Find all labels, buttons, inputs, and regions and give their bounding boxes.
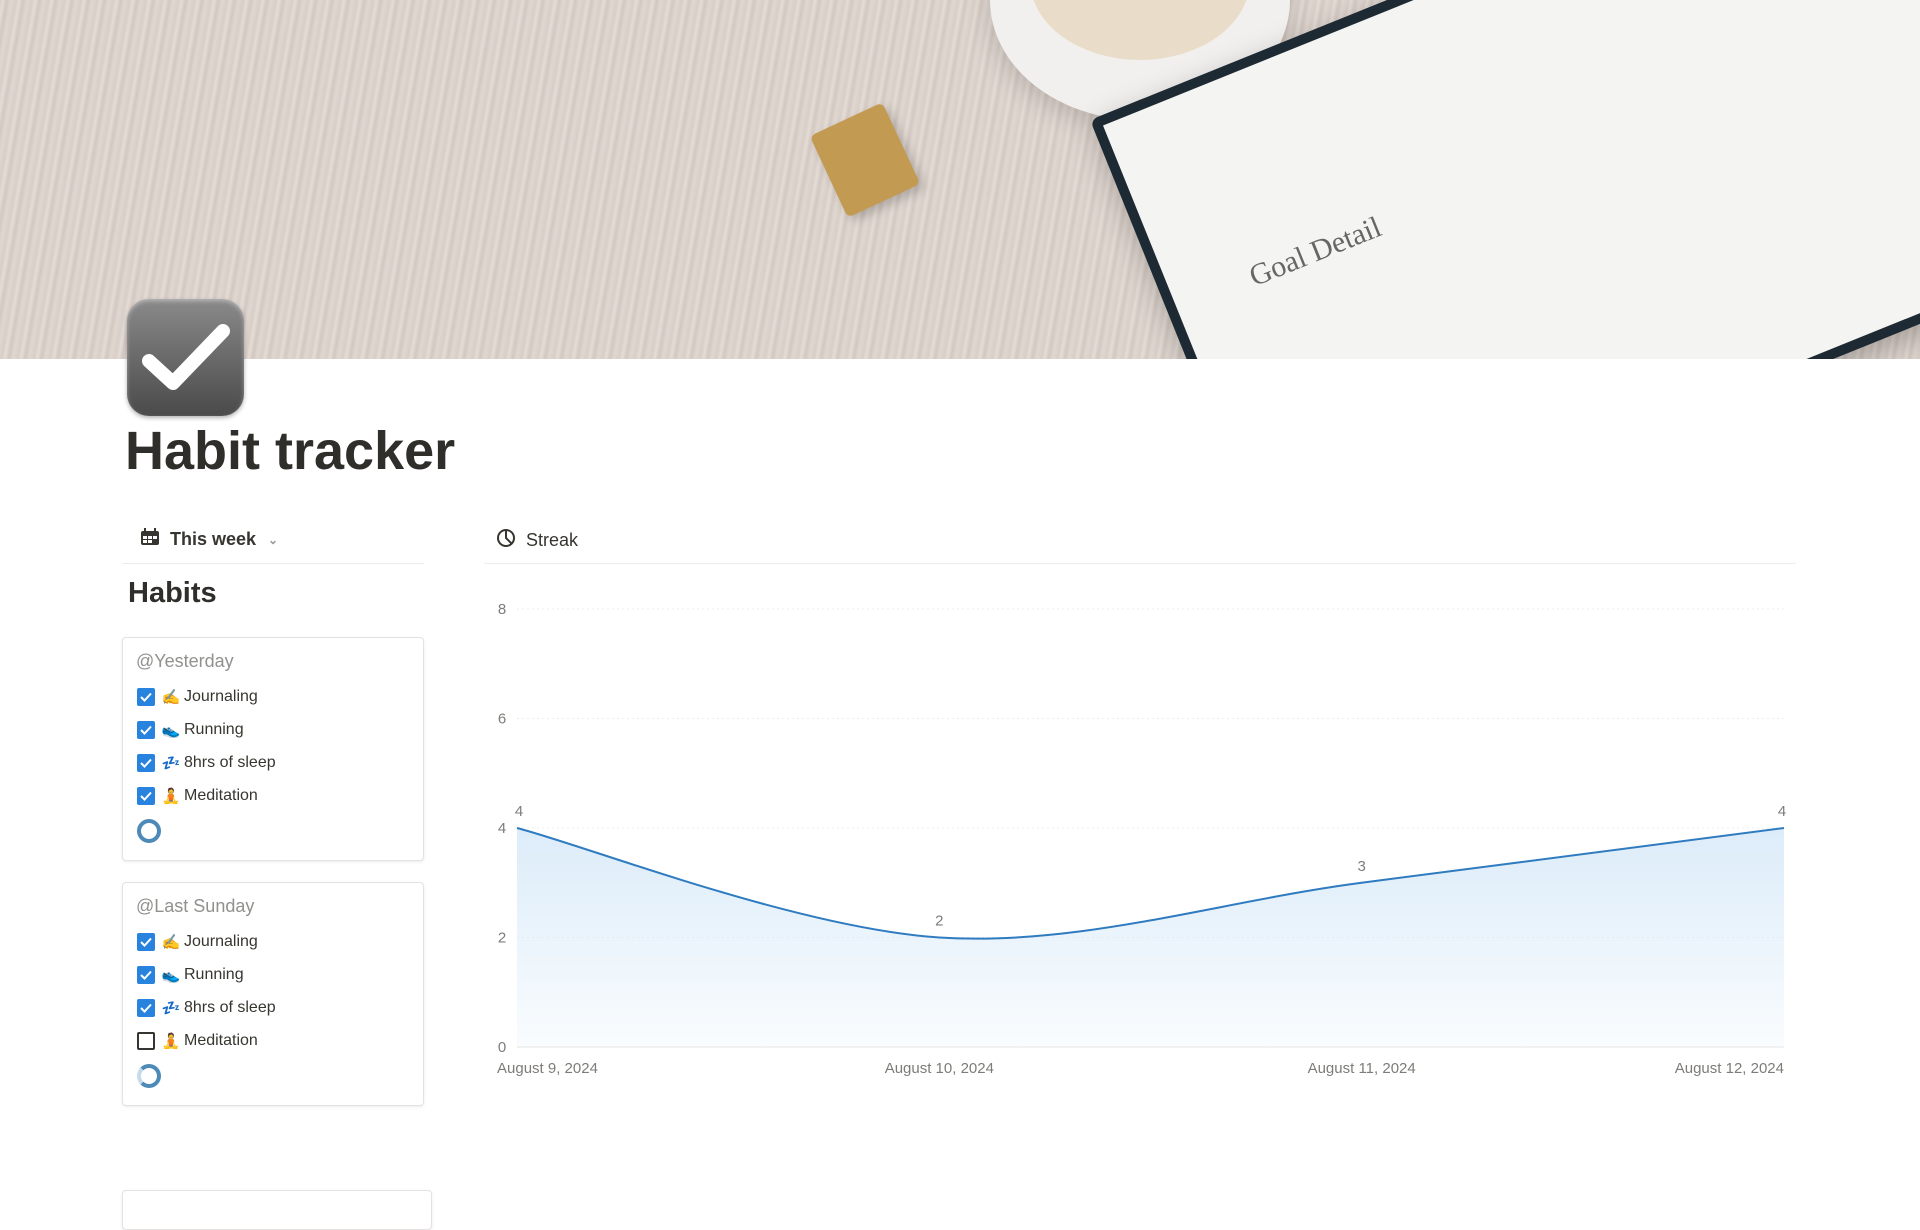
habit-item: 👟 Running <box>137 966 244 984</box>
x-tick-label: August 10, 2024 <box>885 1060 994 1077</box>
habit-emoji: 💤 <box>161 1000 181 1017</box>
habit-emoji: 🧘 <box>161 1033 181 1050</box>
habit-label: 8hrs of sleep <box>184 999 276 1016</box>
habit-item: 💤 8hrs of sleep <box>137 999 276 1017</box>
habit-item: 🧘 Meditation <box>137 1032 258 1050</box>
cover-image: Goal Detail Goal Detail <box>0 0 1920 359</box>
habit-card[interactable]: @Yesterday ✍️ Journaling 👟 Running 💤 8hr… <box>122 637 424 861</box>
checkbox[interactable] <box>137 721 155 739</box>
habit-card[interactable]: @Last Sunday ✍️ Journaling 👟 Running 💤 8… <box>122 882 424 1106</box>
habit-label: Running <box>184 966 244 983</box>
checkbox[interactable] <box>137 999 155 1017</box>
y-tick-label: 0 <box>498 1039 506 1056</box>
habit-label: Running <box>184 721 244 738</box>
checkbox[interactable] <box>137 688 155 706</box>
chevron-down-icon[interactable]: ⌄ <box>268 532 279 547</box>
tab-label: This week <box>170 529 257 549</box>
data-label: 3 <box>1357 858 1365 875</box>
y-tick-label: 4 <box>498 820 506 837</box>
checkbox[interactable] <box>137 754 155 772</box>
area-fill <box>517 828 1784 1047</box>
divider <box>122 563 424 564</box>
data-label: 2 <box>935 913 943 930</box>
tab-streak[interactable]: Streak <box>496 528 578 553</box>
tab-label: Streak <box>526 530 579 550</box>
streak-chart: 0 2 4 6 8 4 August 9, 2024 2 August 10, 2024 3 Aug… <box>497 601 1786 1077</box>
checkbox[interactable] <box>137 933 155 951</box>
habit-item: ✍️ Journaling <box>137 933 258 951</box>
habit-emoji: ✍️ <box>161 934 181 951</box>
data-label: 4 <box>515 803 523 820</box>
habit-label: Meditation <box>184 1032 258 1049</box>
progress-ring <box>137 1064 161 1088</box>
data-label: 4 <box>1778 803 1786 820</box>
habit-item: ✍️ Journaling <box>137 688 258 706</box>
habit-emoji: 👟 <box>161 967 181 984</box>
card-title: @Yesterday <box>136 651 234 671</box>
habit-item: 💤 8hrs of sleep <box>137 754 276 772</box>
habit-item: 👟 Running <box>137 721 244 739</box>
habit-emoji: 🧘 <box>161 788 181 805</box>
checkbox[interactable] <box>137 966 155 984</box>
x-tick-label: August 9, 2024 <box>497 1060 598 1077</box>
checkmark-icon[interactable] <box>127 299 244 416</box>
pie-chart-icon <box>496 528 516 553</box>
checkbox[interactable] <box>137 787 155 805</box>
checkbox[interactable] <box>137 1032 155 1050</box>
habit-label: 8hrs of sleep <box>184 754 276 771</box>
habit-emoji: ✍️ <box>161 689 181 706</box>
y-tick-label: 2 <box>498 930 506 947</box>
page-title[interactable]: Habit tracker <box>125 421 456 481</box>
tab-this-week[interactable]: This week ⌄ <box>140 528 278 551</box>
y-tick-label: 8 <box>498 601 506 618</box>
habit-label: Journaling <box>184 933 258 950</box>
card-title: @Last Sunday <box>136 896 255 916</box>
series-line <box>516 827 1785 940</box>
x-tick-label: August 11, 2024 <box>1308 1060 1416 1077</box>
x-tick-label: August 12, 2024 <box>1675 1060 1784 1077</box>
habit-item: 🧘 Meditation <box>137 787 258 805</box>
calendar-icon <box>140 528 160 551</box>
habit-label: Journaling <box>184 688 258 705</box>
y-tick-label: 6 <box>498 711 506 728</box>
divider <box>484 563 1796 564</box>
habit-emoji: 👟 <box>161 722 181 739</box>
progress-ring <box>137 819 161 843</box>
habits-heading: Habits <box>128 577 217 609</box>
habit-label: Meditation <box>184 787 258 804</box>
habit-emoji: 💤 <box>161 755 181 772</box>
